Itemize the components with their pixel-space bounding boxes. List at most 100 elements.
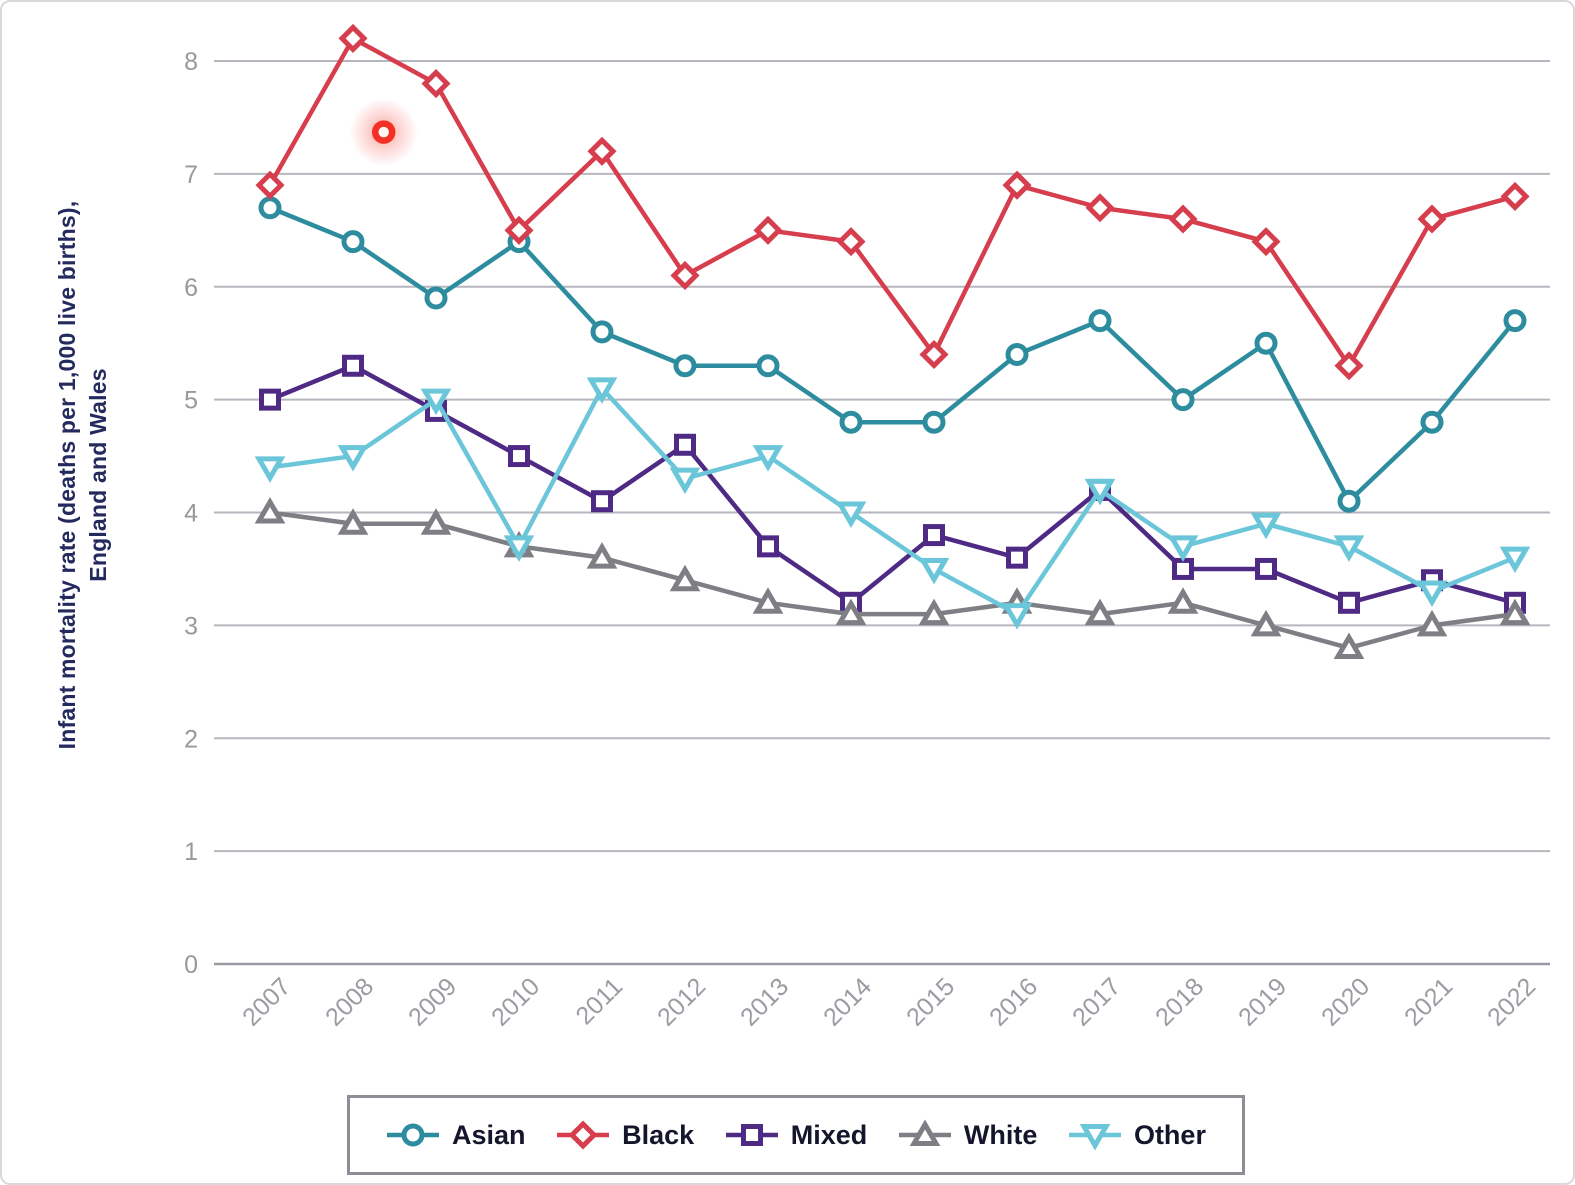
other-point-2022[interactable] bbox=[1499, 546, 1531, 574]
other-point-2010[interactable] bbox=[503, 535, 535, 562]
white-point-2019[interactable] bbox=[1250, 609, 1282, 637]
black-point-2012[interactable] bbox=[670, 260, 700, 290]
legend-item-mixed[interactable]: Mixed bbox=[725, 1119, 868, 1151]
asian-point-2008[interactable] bbox=[341, 230, 365, 254]
x-tick-label-2009: 2009 bbox=[403, 972, 462, 1031]
white-point-2021[interactable] bbox=[1416, 609, 1448, 637]
asian-point-2016[interactable] bbox=[1005, 342, 1029, 366]
legend-item-asian[interactable]: Asian bbox=[386, 1119, 526, 1151]
black-point-2017[interactable] bbox=[1085, 193, 1115, 223]
white-point-2017[interactable] bbox=[1084, 598, 1116, 626]
other-point-2014[interactable] bbox=[835, 501, 867, 528]
legend-label-other: Other bbox=[1133, 1119, 1206, 1150]
asian-point-2011[interactable] bbox=[590, 320, 614, 344]
black-point-2013[interactable] bbox=[753, 215, 783, 245]
black-point-2014[interactable] bbox=[836, 227, 866, 257]
asian-point-2020[interactable] bbox=[1337, 489, 1361, 513]
other-legend-glyph[interactable] bbox=[1079, 1124, 1111, 1151]
black-point-2016[interactable] bbox=[1002, 170, 1032, 200]
black-legend-glyph[interactable] bbox=[568, 1120, 598, 1150]
other-line bbox=[267, 386, 1518, 617]
legend-item-white[interactable]: White bbox=[898, 1119, 1038, 1151]
mixed-point-2020[interactable] bbox=[1338, 591, 1360, 614]
asian-point-2009[interactable] bbox=[424, 286, 448, 310]
mixed-marker-icon bbox=[725, 1124, 778, 1146]
black-point-2019[interactable] bbox=[1251, 227, 1281, 257]
mixed-point-2010[interactable] bbox=[508, 445, 530, 468]
white-point-2013[interactable] bbox=[752, 587, 784, 614]
white-point-2014[interactable] bbox=[835, 598, 867, 626]
x-tick-label-2015: 2015 bbox=[901, 972, 960, 1031]
asian-point-2015[interactable] bbox=[922, 410, 946, 434]
black-point-2022[interactable] bbox=[1500, 181, 1530, 211]
other-point-2009[interactable] bbox=[420, 388, 452, 416]
mixed-point-2008[interactable] bbox=[342, 354, 364, 377]
legend-label-mixed: Mixed bbox=[790, 1119, 868, 1150]
black-point-2009[interactable] bbox=[421, 69, 451, 99]
white-point-2011[interactable] bbox=[586, 542, 618, 569]
other-point-2015[interactable] bbox=[918, 557, 950, 585]
asian-line bbox=[267, 205, 1518, 504]
white-point-2009[interactable] bbox=[420, 508, 452, 535]
mixed-point-2007[interactable] bbox=[259, 388, 281, 411]
asian-point-2007[interactable] bbox=[258, 196, 282, 220]
white-point-2018[interactable] bbox=[1167, 587, 1199, 614]
asian-point-2017[interactable] bbox=[1088, 309, 1112, 333]
black-point-2007[interactable] bbox=[255, 170, 285, 200]
mixed-point-2013[interactable] bbox=[757, 535, 779, 558]
x-tick-label-2021: 2021 bbox=[1399, 972, 1458, 1031]
white-point-2012[interactable] bbox=[669, 564, 701, 592]
legend-label-asian: Asian bbox=[452, 1119, 526, 1150]
y-tick-label-8: 8 bbox=[184, 48, 198, 76]
asian-legend-glyph[interactable] bbox=[401, 1123, 425, 1147]
legend-label-white: White bbox=[963, 1119, 1038, 1150]
asian-point-2012[interactable] bbox=[673, 354, 697, 378]
mixed-point-2016[interactable] bbox=[1006, 546, 1028, 569]
mixed-point-2011[interactable] bbox=[591, 490, 613, 513]
white-point-2007[interactable] bbox=[254, 497, 286, 524]
black-point-2011[interactable] bbox=[587, 136, 617, 166]
y-axis-tick-labels: 0 1 2 3 4 5 6 7 8 bbox=[184, 48, 198, 979]
white-point-2020[interactable] bbox=[1333, 632, 1365, 659]
legend-item-black[interactable]: Black bbox=[556, 1119, 694, 1151]
white-legend-glyph[interactable] bbox=[909, 1119, 941, 1146]
legend-item-other[interactable]: Other bbox=[1068, 1119, 1206, 1151]
black-marker-icon bbox=[557, 1120, 610, 1150]
other-point-2007[interactable] bbox=[254, 456, 286, 483]
asian-point-2021[interactable] bbox=[1420, 410, 1444, 434]
other-point-2013[interactable] bbox=[752, 445, 784, 472]
other-point-2012[interactable] bbox=[669, 467, 701, 495]
mixed-point-2015[interactable] bbox=[923, 524, 945, 547]
white-marker-icon bbox=[898, 1119, 951, 1146]
y-tick-label-4: 4 bbox=[184, 500, 198, 528]
white-point-2022[interactable] bbox=[1499, 598, 1531, 626]
mixed-point-2012[interactable] bbox=[674, 433, 696, 456]
other-point-2011[interactable] bbox=[586, 377, 618, 404]
other-point-2017[interactable] bbox=[1084, 478, 1116, 506]
mixed-point-2019[interactable] bbox=[1255, 557, 1277, 580]
asian-point-2014[interactable] bbox=[839, 410, 863, 434]
other-point-2016[interactable] bbox=[1001, 603, 1033, 630]
chart-legend: Asian Black Mixed White Other bbox=[347, 1095, 1245, 1175]
black-point-2010[interactable] bbox=[504, 215, 534, 245]
black-point-2015[interactable] bbox=[919, 339, 949, 370]
asian-point-2018[interactable] bbox=[1171, 388, 1195, 412]
white-point-2015[interactable] bbox=[918, 598, 950, 626]
asian-point-2013[interactable] bbox=[756, 354, 780, 378]
other-point-2018[interactable] bbox=[1167, 535, 1199, 562]
mixed-legend-glyph[interactable] bbox=[740, 1124, 763, 1146]
asian-point-2022[interactable] bbox=[1503, 309, 1527, 333]
black-point-2020[interactable] bbox=[1334, 351, 1364, 381]
black-point-2008[interactable] bbox=[338, 23, 368, 53]
black-point-2018[interactable] bbox=[1168, 204, 1198, 234]
mixed-point-2018[interactable] bbox=[1172, 557, 1194, 580]
white-point-2008[interactable] bbox=[337, 508, 369, 535]
other-point-2020[interactable] bbox=[1333, 535, 1365, 562]
other-point-2019[interactable] bbox=[1250, 512, 1282, 540]
other-point-2021[interactable] bbox=[1416, 580, 1448, 608]
asian-point-2019[interactable] bbox=[1254, 331, 1278, 355]
other-point-2008[interactable] bbox=[337, 445, 369, 472]
black-point-2021[interactable] bbox=[1417, 204, 1447, 234]
legend-label-black: Black bbox=[622, 1119, 695, 1150]
